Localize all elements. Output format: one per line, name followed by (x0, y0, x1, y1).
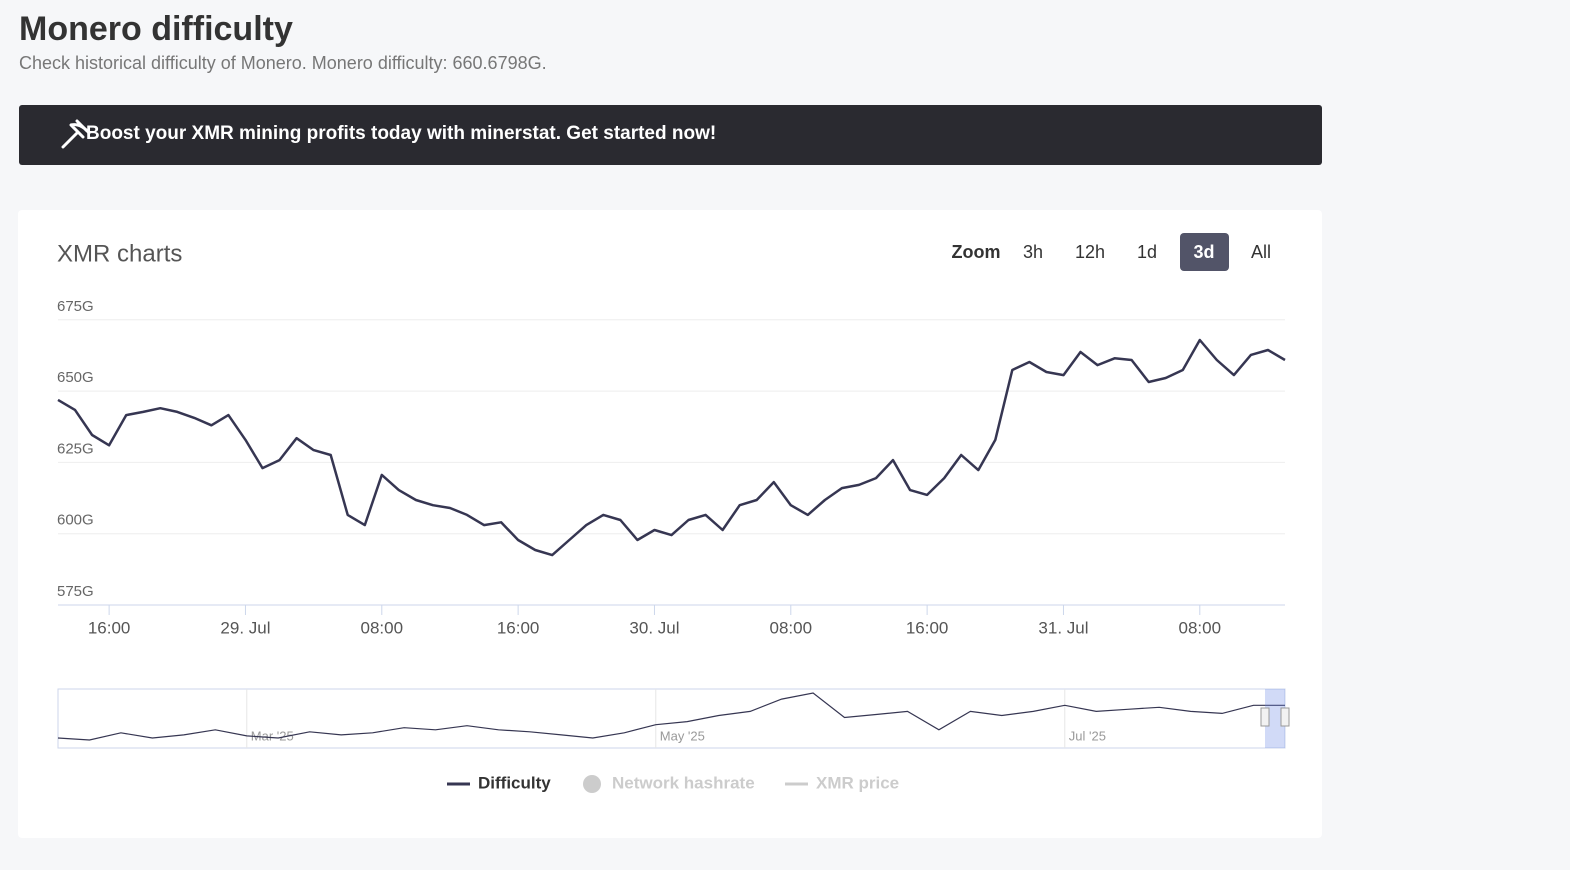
legend-symbol (583, 775, 601, 793)
y-tick-label: 650G (57, 369, 94, 386)
chart-title: XMR charts (57, 240, 182, 267)
navigator-handle[interactable] (1280, 707, 1290, 727)
zoom-label: Zoom (952, 242, 1001, 262)
x-tick-label: 31. Jul (1038, 618, 1088, 637)
banner-text: Boost your XMR mining profits today with… (86, 123, 717, 144)
data-line (57, 338, 1286, 557)
page-title: Monero difficulty (19, 10, 293, 48)
legend-label[interactable]: XMR price (816, 773, 899, 792)
x-tick-label: 16:00 (906, 618, 949, 637)
navigator-label: Mar '25 (251, 728, 294, 743)
y-tick-label: 575G (57, 583, 94, 600)
navigator-label: Jul '25 (1069, 728, 1106, 743)
x-tick-label: 08:00 (361, 618, 404, 637)
zoom-button[interactable]: All (1251, 242, 1271, 262)
zoom-button[interactable]: 12h (1075, 242, 1105, 262)
zoom-button[interactable]: 3h (1023, 242, 1043, 262)
x-tick-label: 16:00 (88, 618, 131, 637)
zoom-button[interactable]: 3d (1193, 242, 1214, 262)
legend-label[interactable]: Network hashrate (612, 773, 755, 792)
x-tick-label: 30. Jul (629, 618, 679, 637)
zoom-button[interactable]: 1d (1137, 242, 1157, 262)
x-tick-label: 16:00 (497, 618, 540, 637)
navigator-box (57, 688, 1286, 749)
y-tick-label: 625G (57, 440, 94, 457)
navigator-line (57, 692, 1285, 741)
x-tick-label: 29. Jul (220, 618, 270, 637)
x-tick-label: 08:00 (770, 618, 813, 637)
x-tick-label: 08:00 (1179, 618, 1222, 637)
navigator-handle[interactable] (1260, 707, 1270, 727)
page-subtitle: Check historical difficulty of Monero. M… (19, 53, 547, 73)
zoom-button-bg[interactable] (1180, 233, 1229, 271)
legend-label[interactable]: Difficulty (478, 773, 551, 792)
y-tick-label: 600G (57, 512, 94, 529)
promo-banner[interactable]: Boost your XMR mining profits today with… (19, 105, 1322, 165)
pickaxe-icon (61, 119, 91, 149)
y-tick-label: 675G (57, 298, 94, 315)
navigator-label: May '25 (660, 728, 705, 743)
navigator-selection[interactable] (1265, 689, 1285, 748)
